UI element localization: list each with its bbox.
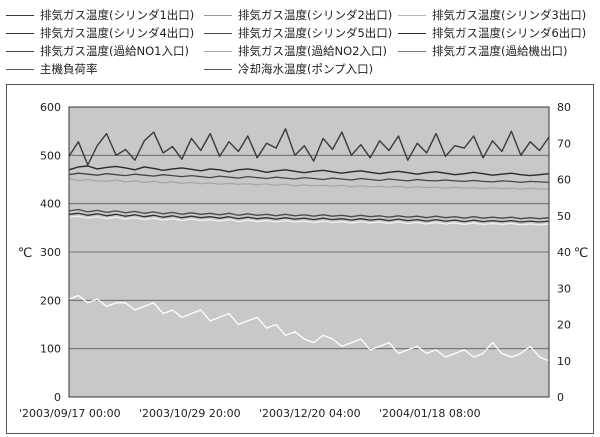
y-right-tick-label: 40 — [557, 246, 571, 259]
legend-item: 排気ガス温度(過給機出口) — [398, 42, 567, 60]
legend-item: 排気ガス温度(過給NO2入口) — [204, 42, 387, 60]
legend-swatch — [204, 68, 232, 70]
y-right-axis-title: ℃ — [574, 246, 589, 261]
legend-item: 排気ガス温度(シリンダ6出口) — [398, 24, 586, 42]
legend-item: 排気ガス温度(シリンダ3出口) — [398, 6, 586, 24]
x-tick-label: '2003/09/17 00:00 — [19, 407, 121, 420]
x-tick-label: '2003/10/29 20:00 — [139, 407, 241, 420]
y-right-tick-label: 80 — [557, 101, 571, 114]
legend-item: 排気ガス温度(シリンダ1出口) — [6, 6, 194, 24]
chart-legend: 排気ガス温度(シリンダ1出口) 排気ガス温度(シリンダ2出口) 排気ガス温度(シリン… — [6, 6, 600, 82]
y-right-tick-label: 70 — [557, 137, 571, 150]
legend-item: 排気ガス温度(過給NO1入口) — [6, 42, 189, 60]
y-left-tick-label: 500 — [40, 149, 61, 162]
y-left-tick-label: 400 — [40, 198, 61, 211]
y-right-tick-label: 20 — [557, 319, 571, 332]
legend-swatch — [398, 50, 426, 52]
y-left-tick-label: 300 — [40, 246, 61, 259]
series-line-3 — [68, 172, 550, 184]
legend-item: 排気ガス温度(シリンダ5出口) — [204, 24, 392, 42]
legend-swatch — [204, 14, 232, 16]
y-right-tick-label: 60 — [557, 174, 571, 187]
legend-swatch — [204, 50, 232, 52]
x-tick-label: '2004/01/18 08:00 — [379, 407, 481, 420]
y-left-tick-label: 600 — [40, 101, 61, 114]
legend-label: 排気ガス温度(シリンダ1出口) — [40, 8, 195, 22]
x-tick-label: '2003/12/20 04:00 — [259, 407, 361, 420]
legend-swatch — [6, 14, 34, 16]
legend-swatch — [398, 32, 426, 34]
legend-label: 排気ガス温度(シリンダ4出口) — [40, 26, 195, 40]
legend-label: 排気ガス温度(シリンダ3出口) — [432, 8, 587, 22]
y-right-tick-label: 10 — [557, 355, 571, 368]
y-left-tick-label: 200 — [40, 294, 61, 307]
y-left-axis-title: ℃ — [18, 246, 33, 261]
chart-frame: 0 100 200 300 400 500 600 0 10 20 30 40 50 60 70 80 ℃ ℃ '2… — [6, 84, 594, 434]
legend-label: 冷却海水温度(ポンプ入口) — [238, 62, 374, 76]
legend-swatch — [6, 50, 34, 52]
legend-swatch — [6, 68, 34, 70]
legend-label: 排気ガス温度(過給機出口) — [432, 44, 568, 58]
series-line-1 — [68, 128, 550, 166]
legend-label: 排気ガス温度(過給NO2入口) — [238, 44, 387, 58]
series-line-5 — [68, 208, 550, 220]
series-line-6 — [68, 212, 550, 223]
legend-label: 排気ガス温度(シリンダ2出口) — [238, 8, 393, 22]
y-right-tick-label: 0 — [557, 391, 564, 404]
y-left-tick-label: 0 — [54, 391, 61, 404]
legend-label: 排気ガス温度(シリンダ6出口) — [432, 26, 587, 40]
series-line-4 — [68, 177, 550, 190]
legend-item: 排気ガス温度(シリンダ4出口) — [6, 24, 194, 42]
legend-label: 排気ガス温度(シリンダ5出口) — [238, 26, 393, 40]
series-line-2 — [68, 165, 550, 177]
line-chart: 0 100 200 300 400 500 600 0 10 20 30 40 50 60 70 80 ℃ ℃ '2… — [18, 101, 589, 420]
legend-label: 主機負荷率 — [40, 62, 98, 76]
legend-swatch — [6, 32, 34, 34]
legend-item: 冷却海水温度(ポンプ入口) — [204, 60, 373, 78]
legend-swatch — [398, 14, 426, 16]
y-right-tick-label: 50 — [557, 210, 571, 223]
legend-label: 排気ガス温度(過給NO1入口) — [40, 44, 189, 58]
plot-border — [68, 106, 550, 398]
legend-swatch — [204, 32, 232, 34]
y-right-tick-label: 30 — [557, 282, 571, 295]
series-line-7 — [68, 215, 550, 226]
legend-item: 排気ガス温度(シリンダ2出口) — [204, 6, 392, 24]
y-left-tick-label: 100 — [40, 343, 61, 356]
legend-item: 主機負荷率 — [6, 60, 98, 78]
series-line-8 — [68, 294, 550, 362]
